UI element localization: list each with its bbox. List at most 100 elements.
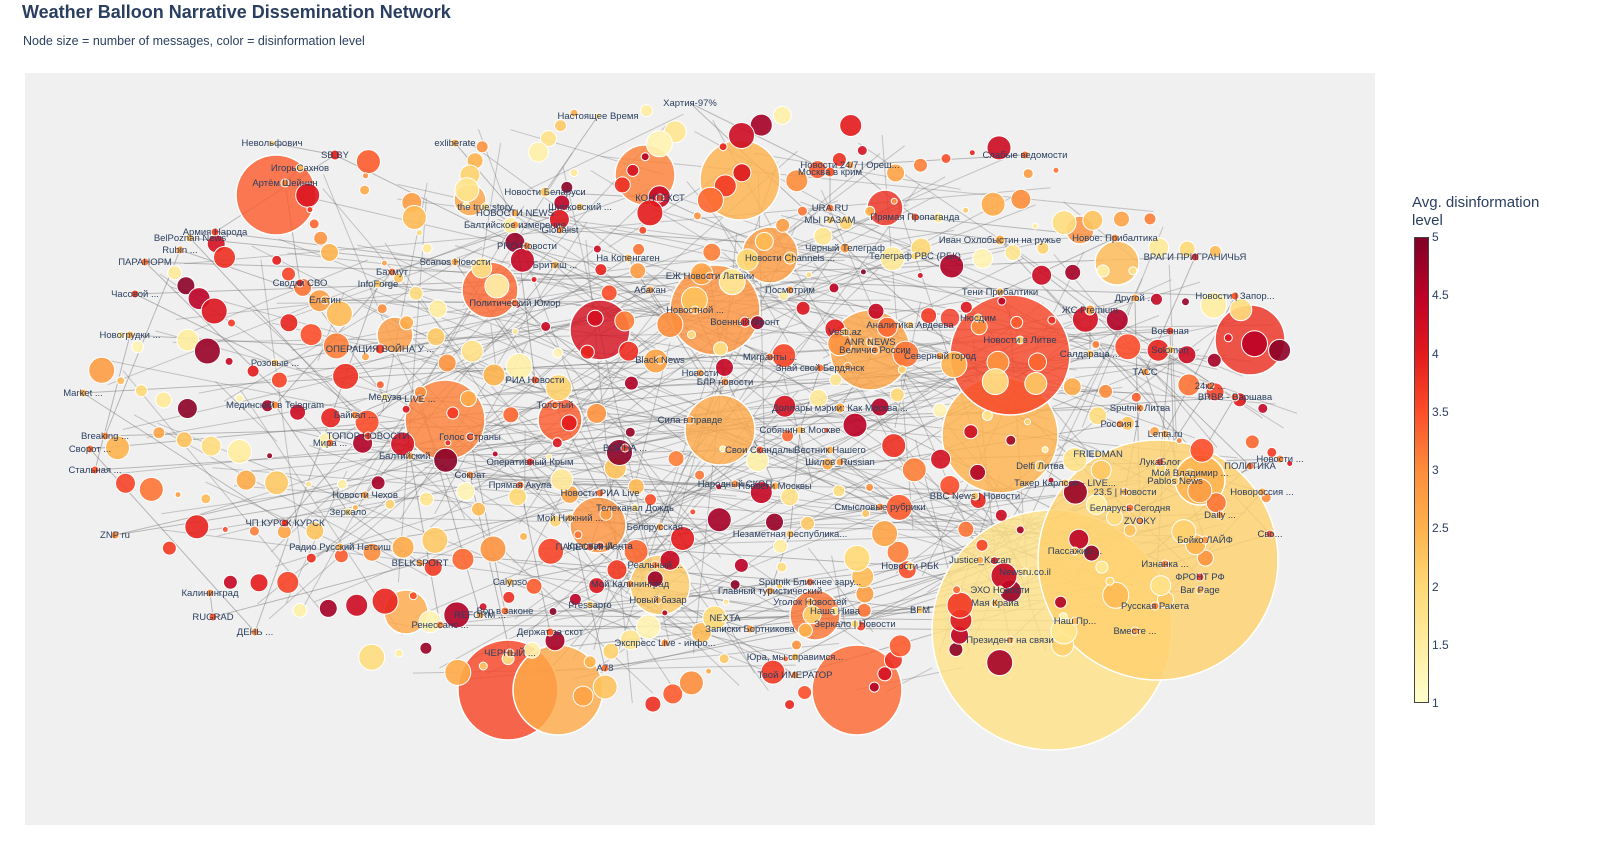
network-node[interactable]: [510, 208, 520, 218]
small-node[interactable]: [305, 480, 313, 488]
small-node[interactable]: [696, 186, 724, 214]
network-node[interactable]: [268, 139, 276, 147]
network-node[interactable]: [739, 316, 751, 328]
small-node[interactable]: [548, 607, 558, 616]
small-node[interactable]: [433, 447, 459, 473]
network-node[interactable]: [450, 257, 460, 267]
small-node[interactable]: [588, 577, 606, 595]
small-node[interactable]: [525, 577, 543, 595]
small-node[interactable]: [1149, 426, 1160, 437]
network-node[interactable]: [465, 432, 475, 442]
small-node[interactable]: [715, 357, 734, 377]
network-node[interactable]: [625, 579, 635, 589]
small-node[interactable]: [351, 504, 359, 511]
network-node[interactable]: [1245, 461, 1255, 471]
small-node[interactable]: [856, 145, 868, 156]
small-node[interactable]: [656, 311, 684, 338]
small-node[interactable]: [1187, 478, 1213, 504]
network-node[interactable]: [975, 555, 985, 565]
small-node[interactable]: [115, 472, 136, 494]
small-node[interactable]: [174, 491, 182, 499]
small-node[interactable]: [401, 205, 427, 230]
small-node[interactable]: [1051, 210, 1077, 236]
small-node[interactable]: [871, 520, 899, 548]
small-node[interactable]: [813, 226, 833, 246]
small-node[interactable]: [1106, 508, 1123, 526]
small-node[interactable]: [1241, 330, 1268, 358]
network-node[interactable]: [1190, 252, 1200, 262]
small-node[interactable]: [659, 549, 681, 571]
network-node[interactable]: [374, 343, 386, 355]
bubble-node[interactable]: [811, 644, 903, 736]
small-node[interactable]: [760, 659, 786, 685]
small-node[interactable]: [1175, 437, 1183, 445]
small-node[interactable]: [248, 525, 260, 537]
small-node[interactable]: [728, 122, 755, 149]
network-node[interactable]: [1115, 419, 1125, 429]
small-node[interactable]: [401, 404, 411, 414]
small-node[interactable]: [1229, 298, 1253, 322]
small-node[interactable]: [235, 469, 257, 491]
small-node[interactable]: [626, 163, 640, 177]
small-node[interactable]: [667, 450, 685, 468]
small-node[interactable]: [732, 163, 752, 183]
network-node[interactable]: [550, 400, 560, 410]
small-node[interactable]: [552, 347, 564, 359]
small-node[interactable]: [1091, 340, 1101, 349]
small-node[interactable]: [930, 448, 952, 470]
small-node[interactable]: [221, 526, 229, 533]
network-node[interactable]: [655, 355, 665, 365]
small-node[interactable]: [1058, 612, 1068, 622]
network-node[interactable]: [363, 431, 373, 441]
small-node[interactable]: [308, 289, 332, 313]
network-node[interactable]: [905, 561, 915, 571]
small-node[interactable]: [772, 105, 792, 125]
small-node[interactable]: [509, 247, 535, 273]
network-node[interactable]: [295, 278, 305, 288]
small-node[interactable]: [579, 344, 595, 360]
small-node[interactable]: [1189, 437, 1215, 463]
small-node[interactable]: [886, 540, 910, 564]
network-node[interactable]: [995, 287, 1005, 297]
small-node[interactable]: [393, 272, 404, 284]
small-node[interactable]: [640, 104, 654, 118]
network-node[interactable]: [1160, 559, 1170, 569]
small-node[interactable]: [959, 300, 973, 314]
small-node[interactable]: [780, 487, 800, 507]
small-node[interactable]: [733, 557, 749, 573]
network-node[interactable]: [1015, 335, 1025, 345]
small-node[interactable]: [606, 559, 628, 581]
small-node[interactable]: [614, 310, 636, 332]
small-node[interactable]: [423, 557, 443, 577]
small-node[interactable]: [784, 699, 796, 711]
small-node[interactable]: [459, 390, 477, 408]
network-node[interactable]: [350, 410, 360, 420]
small-node[interactable]: [644, 493, 657, 507]
small-node[interactable]: [890, 197, 898, 205]
small-node[interactable]: [1028, 352, 1047, 372]
small-node[interactable]: [823, 426, 830, 434]
network-node[interactable]: [415, 558, 425, 568]
small-node[interactable]: [640, 152, 650, 162]
small-node[interactable]: [1177, 345, 1197, 365]
network-node[interactable]: [1005, 635, 1015, 645]
small-node[interactable]: [1244, 434, 1260, 450]
small-node[interactable]: [1062, 479, 1088, 505]
small-node[interactable]: [881, 433, 907, 459]
small-node[interactable]: [152, 426, 166, 440]
network-node[interactable]: [825, 445, 835, 455]
small-node[interactable]: [1085, 494, 1107, 515]
network-node[interactable]: [783, 251, 797, 265]
small-node[interactable]: [519, 532, 529, 541]
network-node[interactable]: [175, 245, 185, 255]
network-node[interactable]: [539, 186, 551, 198]
small-node[interactable]: [778, 290, 790, 301]
small-node[interactable]: [227, 318, 236, 328]
small-node[interactable]: [482, 363, 506, 387]
network-node[interactable]: [1034, 460, 1046, 472]
network-node[interactable]: [515, 480, 525, 490]
network-node[interactable]: [250, 627, 260, 637]
small-node[interactable]: [1123, 523, 1137, 537]
small-node[interactable]: [227, 439, 252, 464]
small-node[interactable]: [800, 515, 816, 531]
